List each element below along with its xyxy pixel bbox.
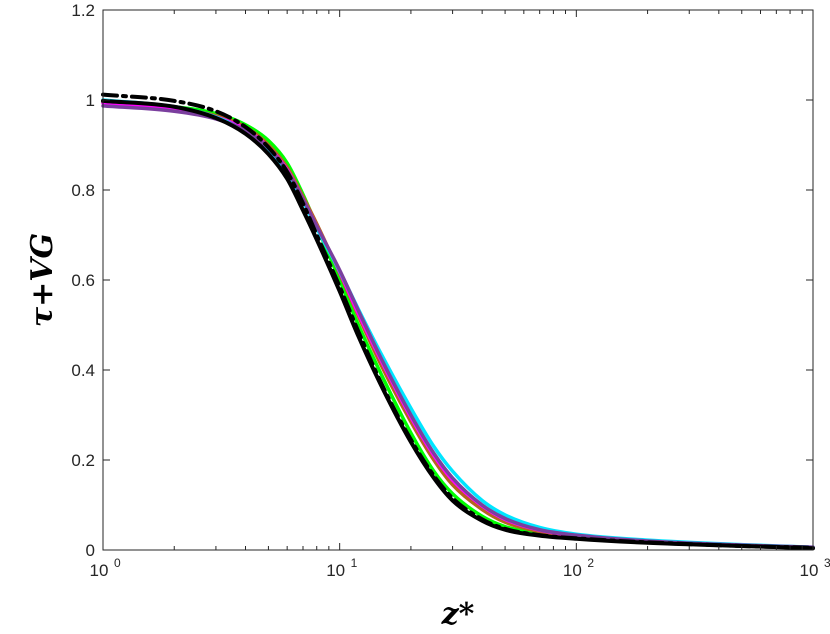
series-layer xyxy=(101,92,815,551)
y-tick-label: 0.8 xyxy=(71,181,95,200)
x-tick-label-exponent: 2 xyxy=(587,556,594,570)
series-line-4 xyxy=(101,98,815,550)
x-tick-label-exponent: 3 xyxy=(824,556,830,570)
series-line-7 xyxy=(101,92,815,550)
x-tick-label: 10 xyxy=(563,561,582,580)
y-tick-label: 0.4 xyxy=(71,361,95,380)
series-line-6 xyxy=(101,98,815,551)
labels-layer: 00.20.40.60.811.210 0 10 1 10 2 10 3 xyxy=(71,1,830,580)
y-tick-label: 0 xyxy=(86,541,95,560)
y-tick-label: 0.6 xyxy=(71,271,95,290)
series-line-1 xyxy=(101,100,815,550)
series-line-3 xyxy=(101,101,815,550)
x-axis-label: z* xyxy=(441,597,475,632)
x-tick-label-exponent: 1 xyxy=(351,556,358,570)
x-tick-label: 10 xyxy=(800,561,819,580)
y-tick-label: 0.2 xyxy=(71,451,95,470)
x-tick-label-exponent: 0 xyxy=(114,556,121,570)
series-line-2 xyxy=(101,100,815,550)
ticks-layer xyxy=(102,9,814,551)
x-tick-label: 10 xyxy=(90,561,109,580)
plot-frame xyxy=(102,9,814,551)
x-tick-label: 10 xyxy=(326,561,345,580)
y-axis-label: τ+VG xyxy=(25,233,60,327)
y-tick-label: 1 xyxy=(86,91,95,110)
y-tick-label: 1.2 xyxy=(71,1,95,20)
series-line-5 xyxy=(101,104,815,550)
